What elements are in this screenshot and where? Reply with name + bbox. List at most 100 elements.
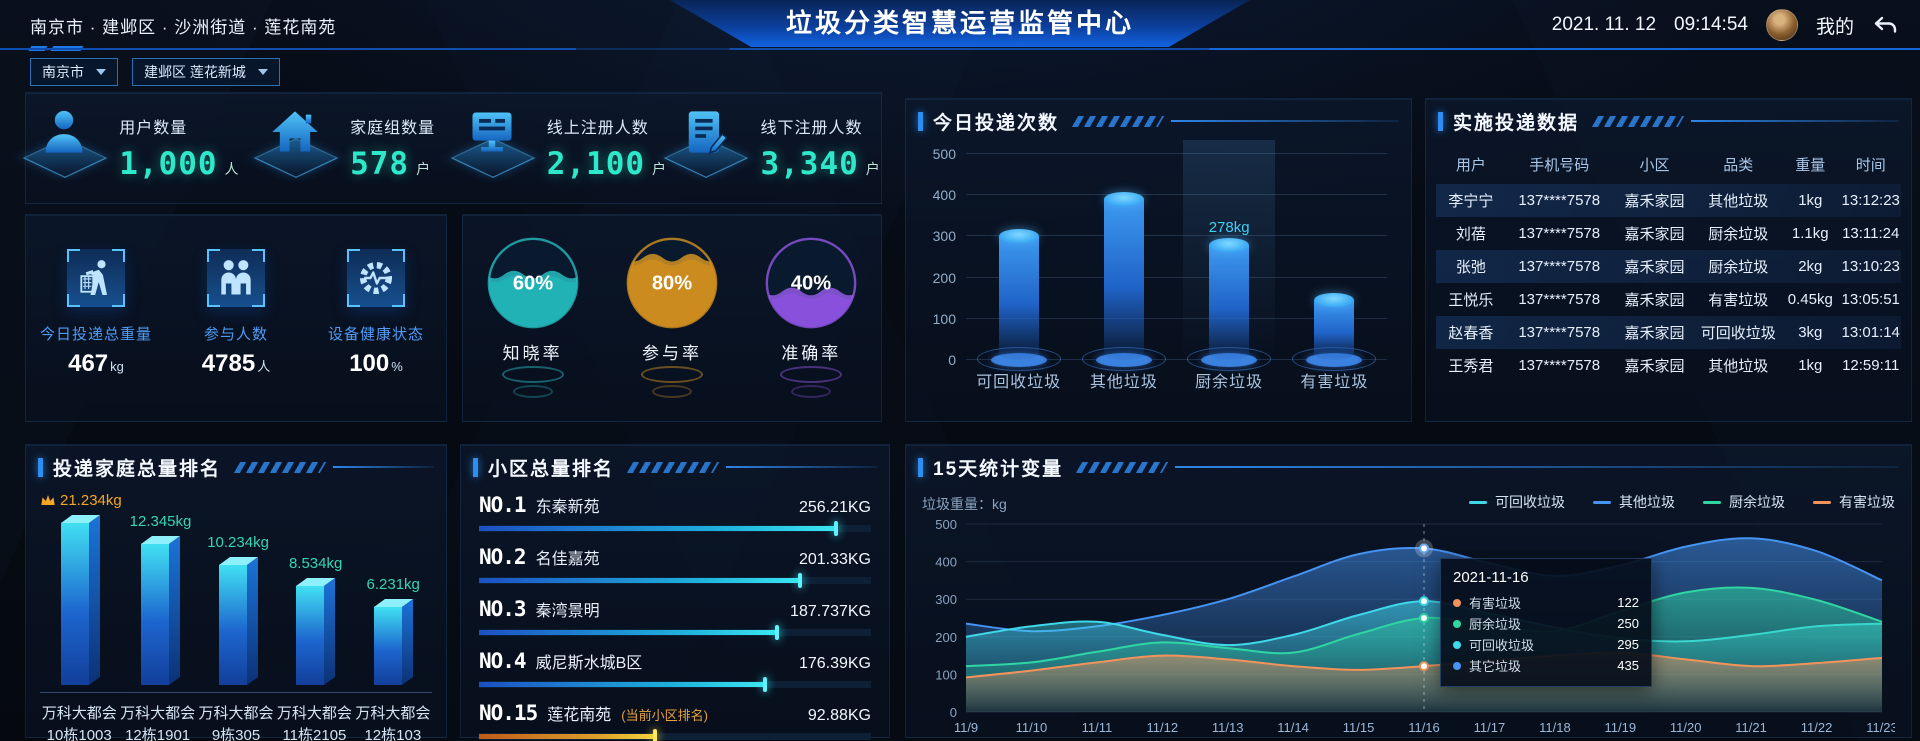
x-tick-label: 万科大都会 12栋103 bbox=[354, 703, 432, 741]
tooltip-series-dot bbox=[1453, 640, 1461, 649]
legend-item-有害垃圾[interactable]: 有害垃圾 bbox=[1813, 492, 1895, 512]
tooltip-row: 可回收垃圾 295 bbox=[1453, 634, 1639, 655]
family-bar-value: 10.234kg bbox=[207, 534, 269, 551]
plot-area: 0 100 200 300 400 500 278kg bbox=[933, 140, 1387, 371]
x-tick-label: 11/21 bbox=[1735, 720, 1767, 735]
gauge-参与率: 80% 参与率 bbox=[602, 235, 741, 421]
current-time: 09:14:54 bbox=[1674, 14, 1748, 35]
bar-cylinder bbox=[998, 229, 1039, 360]
summary-value: 100% bbox=[349, 350, 403, 377]
tooltip-series-dot bbox=[1453, 598, 1461, 607]
table-header-row: 用户 手机号码 小区 品类 重量 时间 bbox=[1436, 144, 1901, 184]
rank-value: 176.39KG bbox=[798, 655, 871, 672]
offline-register-icon-wrap bbox=[679, 106, 731, 163]
x-tick-label: 11/10 bbox=[1016, 720, 1048, 735]
value-text: 21.234kg bbox=[60, 492, 122, 509]
table-cell: 刘蓓 bbox=[1455, 226, 1486, 243]
rank-row-header: NO.4 威尼斯水城B区 176.39KG bbox=[479, 649, 871, 673]
rank-row-header: NO.2 名佳嘉苑 201.33KG bbox=[479, 545, 871, 569]
tooltip-series-value: 250 bbox=[1617, 616, 1639, 631]
city-select-value: 南京市 bbox=[42, 64, 84, 80]
city-select[interactable]: 南京市 bbox=[30, 58, 118, 86]
realtime-data-panel: 实施投递数据 用户 手机号码 小区 品类 重量 时间 李宁宁 137****7578 嘉禾家园其… bbox=[1425, 98, 1912, 422]
tooltip-series-dot bbox=[1453, 619, 1461, 628]
table-row: 王秀君 137****7578 嘉禾家园 其他垃圾 1kg 12:59:11 bbox=[1436, 349, 1901, 382]
community-ranking-panel: 小区总量排名 NO.1 东秦新苑 256.21KG NO.2 名佳嘉苑 201.33KG N… bbox=[460, 444, 890, 741]
legend-item-其他垃圾[interactable]: 其他垃圾 bbox=[1593, 492, 1675, 512]
panel-title: 小区总量排名 bbox=[461, 445, 889, 480]
rank-progress-track[interactable] bbox=[479, 677, 871, 692]
community-select-value: 建邺区 莲花新城 bbox=[144, 64, 246, 80]
rank-row-NO.1: NO.1 东秦新苑 256.21KG bbox=[479, 493, 871, 536]
x-tick-label: 11/16 bbox=[1408, 720, 1440, 735]
top-stats-panel: 用户数量 1,000 人 家庭组数量 578 户 线上注册人数 2,100 户 线下注册人数 3,3… bbox=[22, 92, 882, 204]
hover-dot bbox=[1419, 661, 1429, 672]
x-tick-label: 万科大都会 9栋305 bbox=[197, 703, 275, 741]
gridline bbox=[966, 194, 1387, 196]
rank-number: NO.1 bbox=[479, 493, 527, 517]
gridline bbox=[966, 276, 1387, 278]
y-tick-label: 100 bbox=[935, 667, 957, 682]
community-select[interactable]: 建邺区 莲花新城 bbox=[132, 58, 280, 86]
table-cell: 嘉禾家园 bbox=[1624, 358, 1685, 375]
avatar[interactable] bbox=[1765, 9, 1798, 41]
gauge-label: 准确率 bbox=[781, 344, 842, 363]
rank-value: 187.737KG bbox=[790, 603, 871, 620]
bar-3d-holder bbox=[296, 578, 336, 690]
gauge-知晓率: 60% 知晓率 bbox=[463, 235, 602, 421]
stat-item: 家庭组数量 578 户 bbox=[240, 106, 454, 190]
stat-number: 2,100 bbox=[546, 146, 646, 182]
my-account-link[interactable]: 我的 bbox=[1815, 16, 1854, 38]
gauge-percent: 40% bbox=[791, 273, 831, 295]
legend-marker bbox=[1469, 500, 1487, 504]
family-bar-value: 8.534kg bbox=[289, 555, 342, 572]
bar-value-label: 278kg bbox=[1208, 219, 1250, 236]
gauge-ripples bbox=[640, 366, 703, 398]
y-tick-label: 400 bbox=[932, 187, 956, 204]
chevron-down-icon bbox=[96, 69, 106, 75]
rank-progress-fill bbox=[479, 734, 656, 739]
title-hatch-icon bbox=[626, 461, 720, 473]
ripple bbox=[512, 385, 553, 398]
rank-progress-cap bbox=[798, 573, 803, 588]
title-line bbox=[1691, 120, 1899, 122]
legend-item-可回收垃圾[interactable]: 可回收垃圾 bbox=[1469, 492, 1565, 512]
legend-item-厨余垃圾[interactable]: 厨余垃圾 bbox=[1703, 492, 1785, 512]
bar-cylinder bbox=[1314, 293, 1355, 360]
rank-progress-track[interactable] bbox=[479, 729, 871, 741]
tooltip-series-name: 有害垃圾 bbox=[1469, 596, 1522, 611]
rank-progress-cap bbox=[833, 521, 838, 536]
rank-progress-track[interactable] bbox=[479, 521, 871, 536]
rank-number: NO.3 bbox=[479, 597, 527, 621]
table-cell: 137****7578 bbox=[1518, 357, 1601, 374]
title-accent-bar bbox=[473, 457, 478, 477]
area-有害垃圾 bbox=[966, 652, 1882, 712]
today-counts-panel: 今日投递次数 0 100 200 300 400 500 278kg 可回收垃圾 其他垃圾 厨余垃… bbox=[905, 98, 1412, 422]
table-cell: 137****7578 bbox=[1518, 324, 1601, 341]
unit-number: 11栋2105 bbox=[282, 726, 347, 741]
rank-row-NO.15: NO.15 莲花南苑 (当前小区排名) 92.88KG bbox=[479, 701, 871, 741]
y-tick-label: 0 bbox=[950, 705, 957, 720]
area-chart-svg: 0 100 200 300 400 500 11/9 11/10 11/11 11/12 11/13… bbox=[935, 517, 1897, 735]
table-cell: 其他垃圾 bbox=[1708, 358, 1769, 375]
tooltip-row: 其它垃圾 435 bbox=[1453, 655, 1639, 676]
stat-number: 1,000 bbox=[119, 146, 218, 182]
bar-slots: 278kg bbox=[966, 140, 1387, 371]
x-tick-label: 11/11 bbox=[1082, 720, 1113, 735]
rank-value: 201.33KG bbox=[798, 551, 871, 568]
table-cell: 13:12:23 bbox=[1841, 192, 1900, 209]
y-tick-label: 300 bbox=[935, 592, 957, 607]
stat-value: 578 户 bbox=[350, 146, 435, 182]
legend-label: 可回收垃圾 bbox=[1495, 494, 1565, 510]
home-icon-wrap bbox=[269, 106, 321, 163]
table-cell: 13:01:14 bbox=[1841, 324, 1900, 341]
rank-progress-track[interactable] bbox=[479, 573, 871, 588]
legend-label: 其他垃圾 bbox=[1619, 494, 1675, 510]
building-name: 万科大都会 bbox=[355, 705, 431, 722]
unit-number: 12栋1901 bbox=[125, 726, 191, 741]
column-header: 用户 bbox=[1455, 156, 1486, 174]
bar-slot-有害垃圾 bbox=[1282, 154, 1387, 371]
back-icon[interactable] bbox=[1872, 14, 1898, 36]
rank-progress-track[interactable] bbox=[479, 625, 871, 640]
trash-bin-icon-box bbox=[67, 249, 125, 307]
